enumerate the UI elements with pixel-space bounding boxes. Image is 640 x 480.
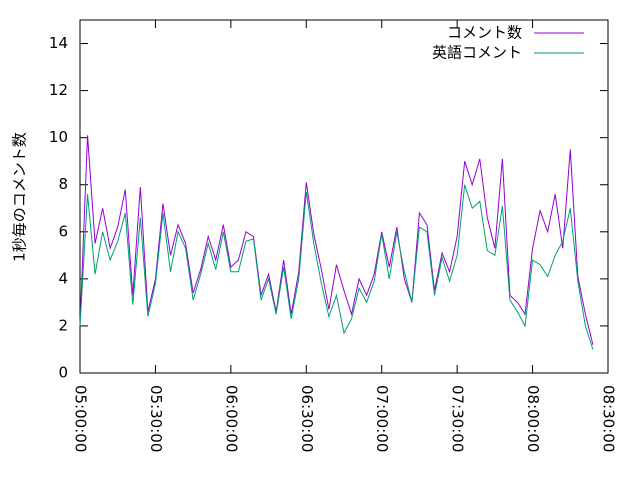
series-line [79,135,594,345]
y-tick-label: 4 [58,269,68,287]
legend-label: 英語コメント [432,44,522,62]
x-tick-label: 08:00:00 [524,385,542,452]
x-tick-label: 06:00:00 [222,385,240,452]
y-tick-label: 10 [49,128,68,146]
y-tick-label: 14 [49,34,68,52]
y-tick-label: 2 [58,316,68,334]
series-line [79,184,594,350]
x-tick-label: 07:30:00 [449,385,467,452]
y-tick-label: 12 [49,81,68,99]
x-tick-label: 08:30:00 [600,385,618,452]
legend-label: コメント数 [447,24,522,42]
y-axis-label: 1秒毎のコメント数 [11,132,29,262]
x-tick-label: 05:30:00 [147,385,165,452]
x-tick-label: 05:00:00 [72,385,90,452]
y-tick-label: 6 [58,222,68,240]
x-tick-label: 06:30:00 [298,385,316,452]
y-tick-label: 8 [58,175,68,193]
x-tick-label: 07:00:00 [373,385,391,452]
y-tick-label: 0 [58,364,68,382]
plot-frame [79,19,609,374]
